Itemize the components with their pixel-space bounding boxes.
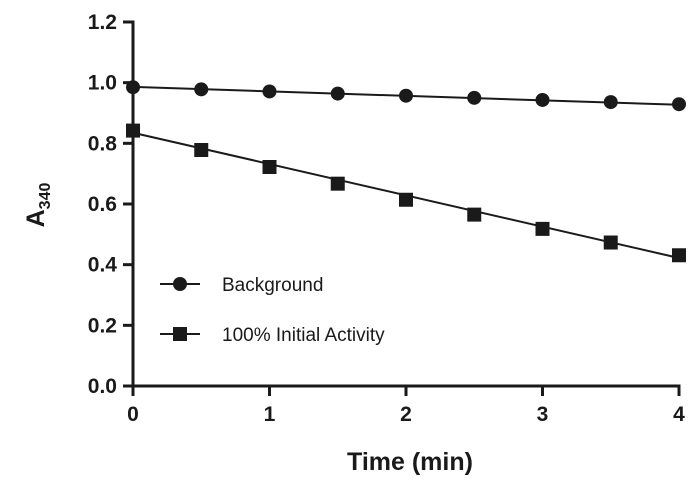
- legend-item-0: Background: [160, 275, 323, 296]
- series-0-point-3: [330, 86, 345, 101]
- legend-swatch-marker: [173, 327, 187, 341]
- y-tick-label: 1.0: [88, 72, 117, 95]
- series-0-point-7: [603, 95, 618, 110]
- series-0-point-2: [262, 84, 277, 99]
- series-1-point-0: [126, 123, 140, 138]
- x-tick-label: 0: [127, 403, 139, 426]
- series-1-point-5: [467, 207, 482, 222]
- series-1-point-1: [194, 143, 209, 158]
- x-tick-label: 1: [264, 403, 276, 426]
- series-0-point-6: [535, 92, 550, 107]
- series-1: [126, 123, 686, 263]
- series-1-point-4: [399, 192, 413, 207]
- legend: Background 100% Initial Activity: [160, 275, 385, 346]
- x-tick-label: 4: [673, 403, 685, 426]
- y-tick-label: 1.2: [88, 11, 117, 34]
- series-1-point-3: [330, 176, 345, 191]
- series-0-point-5: [467, 90, 482, 105]
- y-tick-label: 0.4: [88, 254, 118, 277]
- legend-label: 100% Initial Activity: [222, 325, 385, 346]
- y-axis-title: A340: [22, 183, 54, 228]
- x-axis-title: Time (min): [347, 448, 473, 476]
- series-0: [126, 80, 686, 112]
- series-0-point-8: [672, 97, 686, 112]
- y-axis-title-base: A: [22, 209, 50, 227]
- y-tick-label: 0.0: [88, 375, 117, 398]
- y-axis-title-subscript: 340: [37, 183, 54, 210]
- series-0-point-0: [126, 80, 140, 95]
- x-tick-label: 3: [537, 403, 549, 426]
- legend-swatch-marker: [173, 277, 187, 291]
- x-tick-label: 2: [400, 403, 412, 426]
- series-1-point-7: [603, 235, 618, 250]
- x-axis-ticks: 0 1 2 3 4: [127, 386, 685, 426]
- legend-item-1: 100% Initial Activity: [160, 325, 385, 346]
- series-layer: [126, 80, 686, 263]
- series-1-point-6: [535, 221, 550, 236]
- y-tick-label: 0.2: [88, 314, 117, 337]
- series-0-point-1: [194, 82, 209, 97]
- series-0-point-4: [399, 88, 413, 103]
- legend-label: Background: [222, 275, 323, 296]
- y-tick-label: 0.6: [88, 193, 117, 216]
- series-1-point-8: [672, 248, 686, 263]
- series-1-point-2: [262, 159, 277, 174]
- y-tick-label: 0.8: [88, 132, 118, 155]
- y-axis-ticks: 0.0 0.2 0.4 0.6 0.8 1.0 1.2: [88, 11, 133, 398]
